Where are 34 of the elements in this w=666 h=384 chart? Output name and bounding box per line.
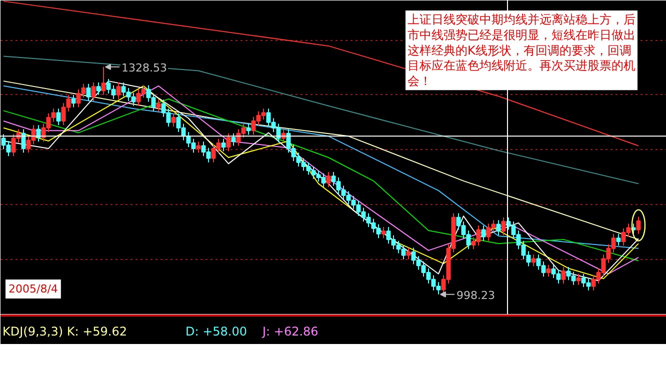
candlestick bbox=[91, 82, 96, 102]
candlestick bbox=[246, 123, 251, 136]
candlestick bbox=[156, 99, 161, 112]
candlestick bbox=[56, 108, 61, 126]
text: KDJ(9,3,3) K: +59.62 bbox=[2, 324, 127, 338]
candlestick bbox=[531, 254, 536, 267]
annotation: 2005/8/4 bbox=[8, 282, 58, 296]
candlestick bbox=[501, 216, 506, 236]
candlestick bbox=[636, 216, 641, 234]
candlestick bbox=[326, 171, 331, 188]
candlestick bbox=[96, 82, 101, 96]
candlestick bbox=[616, 233, 621, 246]
annotation: 998.23 bbox=[456, 288, 495, 302]
candlestick bbox=[221, 138, 226, 152]
annotation: 上证日线突破中期均线并远离站稳上方，后市中线强势已经是很明显，短线在昨日做出这样经典的K线形状，有回调的要求，回调目标应在蓝色均线附近。再次买进股票的机会！ bbox=[408, 12, 636, 88]
candlestick bbox=[546, 264, 551, 278]
annotation: 1328.53 bbox=[122, 61, 167, 74]
candlestick bbox=[71, 94, 76, 108]
candlestick bbox=[116, 82, 121, 100]
candlestick bbox=[21, 128, 26, 154]
candlestick bbox=[406, 247, 411, 260]
candlestick bbox=[86, 83, 91, 102]
text: D: +58.00 bbox=[186, 324, 248, 338]
candlestick bbox=[381, 226, 386, 239]
candlestick bbox=[576, 273, 581, 286]
candlestick bbox=[561, 266, 566, 284]
candlestick bbox=[226, 132, 231, 152]
candlestick bbox=[101, 66, 106, 96]
candlestick bbox=[481, 225, 486, 242]
candlestick bbox=[496, 220, 501, 236]
candlestick bbox=[171, 112, 176, 128]
candlestick bbox=[196, 141, 201, 154]
candlestick bbox=[231, 132, 236, 146]
text: J: +62.86 bbox=[262, 324, 318, 338]
